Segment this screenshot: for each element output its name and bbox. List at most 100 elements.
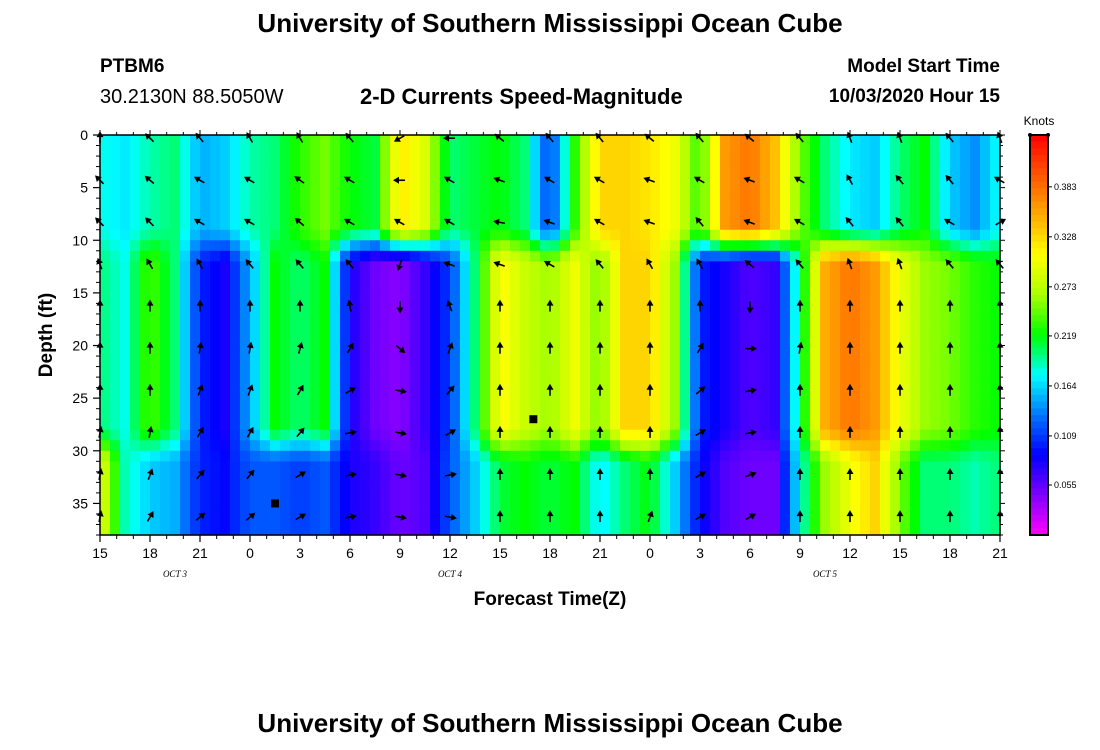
y-tick-label: 5 <box>80 180 88 196</box>
heatmap-cell <box>720 313 731 326</box>
heatmap-cell <box>100 313 111 326</box>
heatmap-cell <box>360 324 371 336</box>
heatmap-cell <box>230 524 241 536</box>
heatmap-cell <box>760 492 771 505</box>
heatmap-cell <box>180 313 191 326</box>
heatmap-cell <box>110 482 121 494</box>
heatmap-cell <box>110 524 121 536</box>
heatmap-cell <box>820 419 831 431</box>
heatmap-cell <box>740 482 751 494</box>
heatmap-cell <box>140 429 151 441</box>
heatmap-cell <box>930 429 941 441</box>
heatmap-cell <box>690 419 701 431</box>
heatmap-cell <box>470 429 481 441</box>
heatmap-cell <box>640 292 651 305</box>
heatmap-cell <box>760 135 771 147</box>
heatmap-cell <box>240 419 251 431</box>
heatmap-cell <box>160 208 171 220</box>
heatmap-cell <box>360 419 371 431</box>
heatmap-cell <box>950 450 961 462</box>
heatmap-cell <box>170 187 181 199</box>
heatmap-cell <box>420 471 431 483</box>
heatmap-cell <box>470 398 481 410</box>
heatmap-cell <box>370 408 381 420</box>
heatmap-cell <box>130 345 141 357</box>
heatmap-cell <box>410 440 421 452</box>
heatmap-cell <box>690 482 701 494</box>
heatmap-cell <box>680 240 691 252</box>
heatmap-cell <box>130 492 141 505</box>
heatmap-cell <box>780 219 791 231</box>
heatmap-cell <box>700 208 711 220</box>
heatmap-cell <box>980 482 991 494</box>
heatmap-cell <box>570 366 581 378</box>
heatmap-cell <box>230 387 241 399</box>
heatmap-cell <box>860 398 871 410</box>
heatmap-cell <box>460 303 471 315</box>
heatmap-cell <box>810 461 821 473</box>
heatmap-cell <box>290 145 301 157</box>
heatmap-cell <box>650 240 661 252</box>
heatmap-cell <box>820 503 831 515</box>
heatmap-cell <box>860 187 871 199</box>
heatmap-cell <box>410 282 421 294</box>
heatmap-cell <box>670 282 681 294</box>
heatmap-cell <box>250 166 261 178</box>
heatmap-cell <box>490 292 501 305</box>
colorbar-swatch <box>1030 481 1048 489</box>
heatmap-cell <box>330 135 341 147</box>
heatmap-cell <box>750 229 761 241</box>
heatmap-cell <box>280 377 291 389</box>
heatmap-cell <box>180 419 191 431</box>
heatmap-cell <box>640 471 651 483</box>
heatmap-cell <box>320 398 331 410</box>
heatmap-cell <box>250 387 261 399</box>
heatmap-cell <box>930 387 941 399</box>
heatmap-cell <box>580 335 591 347</box>
heatmap-cell <box>900 408 911 420</box>
heatmap-cell <box>750 324 761 336</box>
heatmap-cell <box>840 271 851 283</box>
heatmap-cell <box>620 524 631 536</box>
heatmap-cell <box>360 524 371 536</box>
heatmap-cell <box>260 135 271 147</box>
heatmap-cell <box>550 335 561 347</box>
heatmap-cell <box>590 366 601 378</box>
heatmap-cell <box>660 166 671 178</box>
heatmap-cell <box>410 229 421 241</box>
heatmap-cell <box>360 198 371 210</box>
heatmap-cell <box>830 313 841 326</box>
heatmap-cell <box>410 219 421 231</box>
heatmap-cell <box>670 503 681 515</box>
heatmap-cell <box>950 419 961 431</box>
heatmap-cell <box>890 387 901 399</box>
colorbar-swatch <box>1030 435 1048 443</box>
heatmap-cell <box>200 503 211 515</box>
heatmap-cell <box>440 513 451 526</box>
heatmap-cell <box>350 240 361 252</box>
arrow-head <box>846 257 853 265</box>
heatmap-cell <box>800 324 811 336</box>
heatmap-cell <box>560 135 571 147</box>
heatmap-cell <box>260 450 271 462</box>
heatmap-cell <box>160 313 171 326</box>
heatmap-cell <box>490 492 501 505</box>
heatmap-cell <box>370 387 381 399</box>
heatmap-cell <box>350 156 361 168</box>
heatmap-cell <box>940 271 951 283</box>
heatmap-cell <box>290 335 301 347</box>
heatmap-cell <box>350 471 361 483</box>
heatmap-cell <box>120 335 131 347</box>
current-vector-arrow <box>596 510 604 523</box>
heatmap-cell <box>130 271 141 283</box>
heatmap-cell <box>820 219 831 231</box>
colorbar-swatch <box>1030 175 1048 183</box>
heatmap-cell <box>580 356 591 368</box>
heatmap-cell <box>530 219 541 231</box>
heatmap-cell <box>950 282 961 294</box>
heatmap-cell <box>850 292 861 305</box>
heatmap-cell <box>610 335 621 347</box>
heatmap-cell <box>410 408 421 420</box>
heatmap-cell <box>890 450 901 462</box>
heatmap-cell <box>610 524 621 536</box>
